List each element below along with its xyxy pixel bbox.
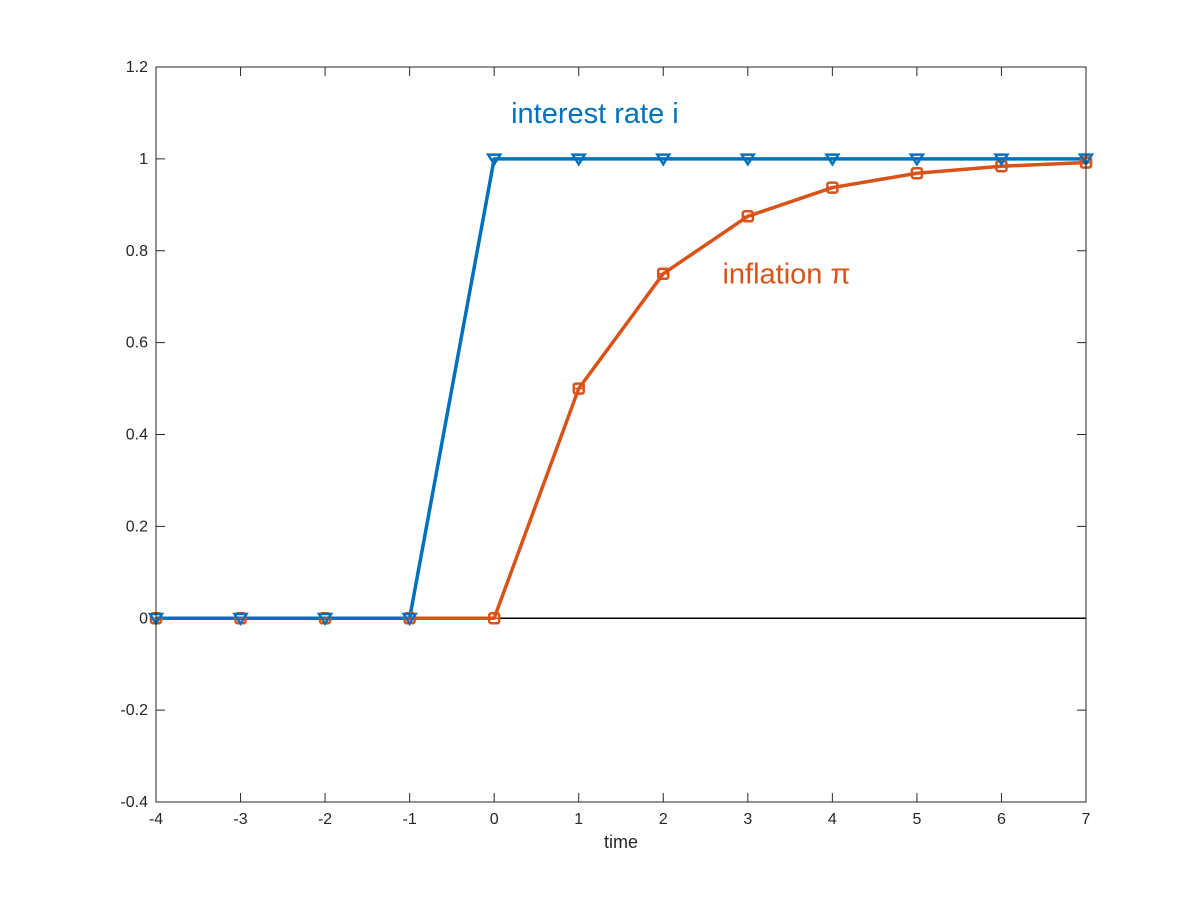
series-point-interest-rate [570, 153, 587, 167]
x-tick-label: 6 [997, 811, 1006, 828]
x-tick-label: -2 [318, 811, 332, 828]
y-tick-label: 0.2 [126, 518, 148, 535]
y-tick-label: 0.6 [126, 335, 148, 352]
series-annotation-0: interest rate i [511, 98, 679, 130]
annotations: interest rate i inflation π [511, 98, 850, 291]
series-line-0 [156, 157, 1086, 620]
series-point-interest-rate [232, 612, 249, 627]
x-tick-label: -1 [403, 811, 417, 828]
y-tick-label: -0.2 [120, 702, 148, 719]
series-point-interest-rate [401, 612, 418, 627]
x-tick-label: 7 [1082, 811, 1091, 828]
x-tick-label: 4 [828, 811, 837, 828]
series-point-interest-rate [316, 612, 334, 627]
y-tick-label: 0.8 [126, 243, 148, 260]
x-tick-label: 3 [743, 811, 752, 828]
series-point-interest-rate [739, 153, 757, 167]
plot-area-background [156, 67, 1086, 802]
x-tick-label: -3 [233, 811, 247, 828]
x-tick-label: 1 [574, 811, 583, 828]
y-tick-label: 1 [139, 151, 148, 168]
x-tick-label: 2 [659, 811, 668, 828]
y-tick-label: 0 [139, 610, 148, 627]
tick-labels: -4 -3 -2 -1 0 1 2 3 4 5 6 7 -0.4 -0.2 0 0.2 0.4 0.6 0.8 1 1.… [120, 59, 1090, 828]
x-axis-label: time [604, 832, 638, 852]
series-point-interest-rate [908, 153, 926, 167]
x-tick-label: 5 [912, 811, 921, 828]
y-tick-label: -0.4 [120, 794, 148, 811]
series-point-interest-rate [655, 153, 672, 167]
series-point-interest-rate [485, 153, 503, 167]
x-tick-label: 0 [490, 811, 499, 828]
series-point-interest-rate [993, 153, 1010, 167]
x-tick-label: -4 [149, 811, 163, 828]
y-tick-label: 1.2 [126, 59, 148, 76]
plot-area-box [155, 66, 1087, 803]
series-point-interest-rate [824, 153, 841, 167]
y-tick-label: 0.4 [126, 427, 148, 444]
series-annotation-1: inflation π [722, 259, 850, 291]
